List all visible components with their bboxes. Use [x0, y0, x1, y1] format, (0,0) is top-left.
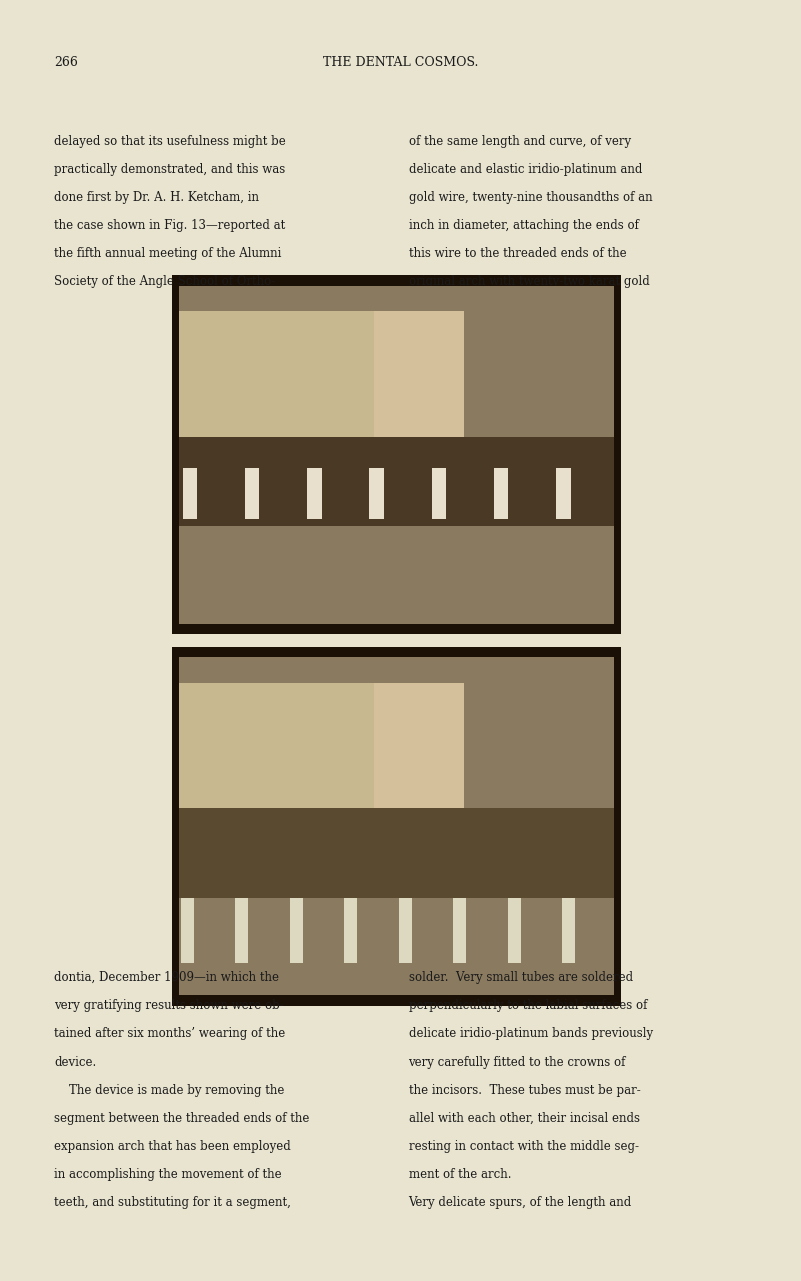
Text: very carefully fitted to the crowns of: very carefully fitted to the crowns of [409, 1056, 626, 1068]
Bar [508, 898, 521, 962]
Text: of the same length and curve, of very: of the same length and curve, of very [409, 135, 630, 147]
Text: very gratifying results shown were ob-: very gratifying results shown were ob- [54, 999, 284, 1012]
Text: The device is made by removing the: The device is made by removing the [54, 1084, 285, 1097]
Bar [172, 647, 621, 1006]
Text: delayed so that its usefulness might be: delayed so that its usefulness might be [54, 135, 286, 147]
Text: teeth, and substituting for it a segment,: teeth, and substituting for it a segment… [54, 1196, 292, 1209]
Text: inch in diameter, attaching the ends of: inch in diameter, attaching the ends of [409, 219, 638, 232]
Bar [179, 437, 614, 526]
Bar [179, 311, 374, 437]
Bar [369, 468, 384, 519]
Text: the fifth annual meeting of the Alumni: the fifth annual meeting of the Alumni [54, 247, 282, 260]
Text: perpendicularly to the labial surfaces of: perpendicularly to the labial surfaces o… [409, 999, 647, 1012]
Text: gold wire, twenty-nine thousandths of an: gold wire, twenty-nine thousandths of an [409, 191, 652, 204]
Bar [374, 311, 464, 437]
Text: THE DENTAL COSMOS.: THE DENTAL COSMOS. [323, 56, 478, 69]
Bar [179, 657, 614, 995]
Bar [181, 898, 194, 962]
Bar [235, 898, 248, 962]
Bar [245, 468, 260, 519]
Bar [399, 898, 412, 962]
Text: Society of the Angle School of Ortho-: Society of the Angle School of Ortho- [54, 275, 276, 288]
Text: in accomplishing the movement of the: in accomplishing the movement of the [54, 1168, 282, 1181]
Text: resting in contact with the middle seg-: resting in contact with the middle seg- [409, 1140, 638, 1153]
Bar [179, 683, 380, 808]
Text: tained after six months’ wearing of the: tained after six months’ wearing of the [54, 1027, 286, 1040]
Bar [307, 468, 321, 519]
Bar [290, 898, 303, 962]
Bar [172, 275, 621, 634]
Text: this wire to the threaded ends of the: this wire to the threaded ends of the [409, 247, 626, 260]
Text: segment between the threaded ends of the: segment between the threaded ends of the [54, 1112, 310, 1125]
Bar [453, 898, 466, 962]
Bar [562, 898, 575, 962]
Text: device.: device. [54, 1056, 97, 1068]
Bar [432, 468, 446, 519]
Text: allel with each other, their incisal ends: allel with each other, their incisal end… [409, 1112, 639, 1125]
Text: 266: 266 [54, 56, 78, 69]
Bar [374, 683, 464, 808]
Bar [344, 898, 357, 962]
Text: Fig. 13.: Fig. 13. [378, 339, 423, 352]
Text: expansion arch that has been employed: expansion arch that has been employed [54, 1140, 292, 1153]
Text: the incisors.  These tubes must be par-: the incisors. These tubes must be par- [409, 1084, 640, 1097]
Text: dontia, December 1909—in which the: dontia, December 1909—in which the [54, 971, 280, 984]
Text: Very delicate spurs, of the length and: Very delicate spurs, of the length and [409, 1196, 632, 1209]
Bar [183, 468, 197, 519]
Bar [494, 468, 509, 519]
Bar [179, 808, 614, 898]
Text: delicate iridio-platinum bands previously: delicate iridio-platinum bands previousl… [409, 1027, 653, 1040]
Text: solder.  Very small tubes are soldered: solder. Very small tubes are soldered [409, 971, 633, 984]
Text: practically demonstrated, and this was: practically demonstrated, and this was [54, 163, 286, 175]
Text: original arch with twenty-two karat gold: original arch with twenty-two karat gold [409, 275, 650, 288]
Text: done first by Dr. A. H. Ketcham, in: done first by Dr. A. H. Ketcham, in [54, 191, 260, 204]
Bar [556, 468, 570, 519]
Text: the case shown in Fig. 13—reported at: the case shown in Fig. 13—reported at [54, 219, 286, 232]
Bar [179, 286, 614, 624]
Text: delicate and elastic iridio-platinum and: delicate and elastic iridio-platinum and [409, 163, 642, 175]
Text: ment of the arch.: ment of the arch. [409, 1168, 511, 1181]
